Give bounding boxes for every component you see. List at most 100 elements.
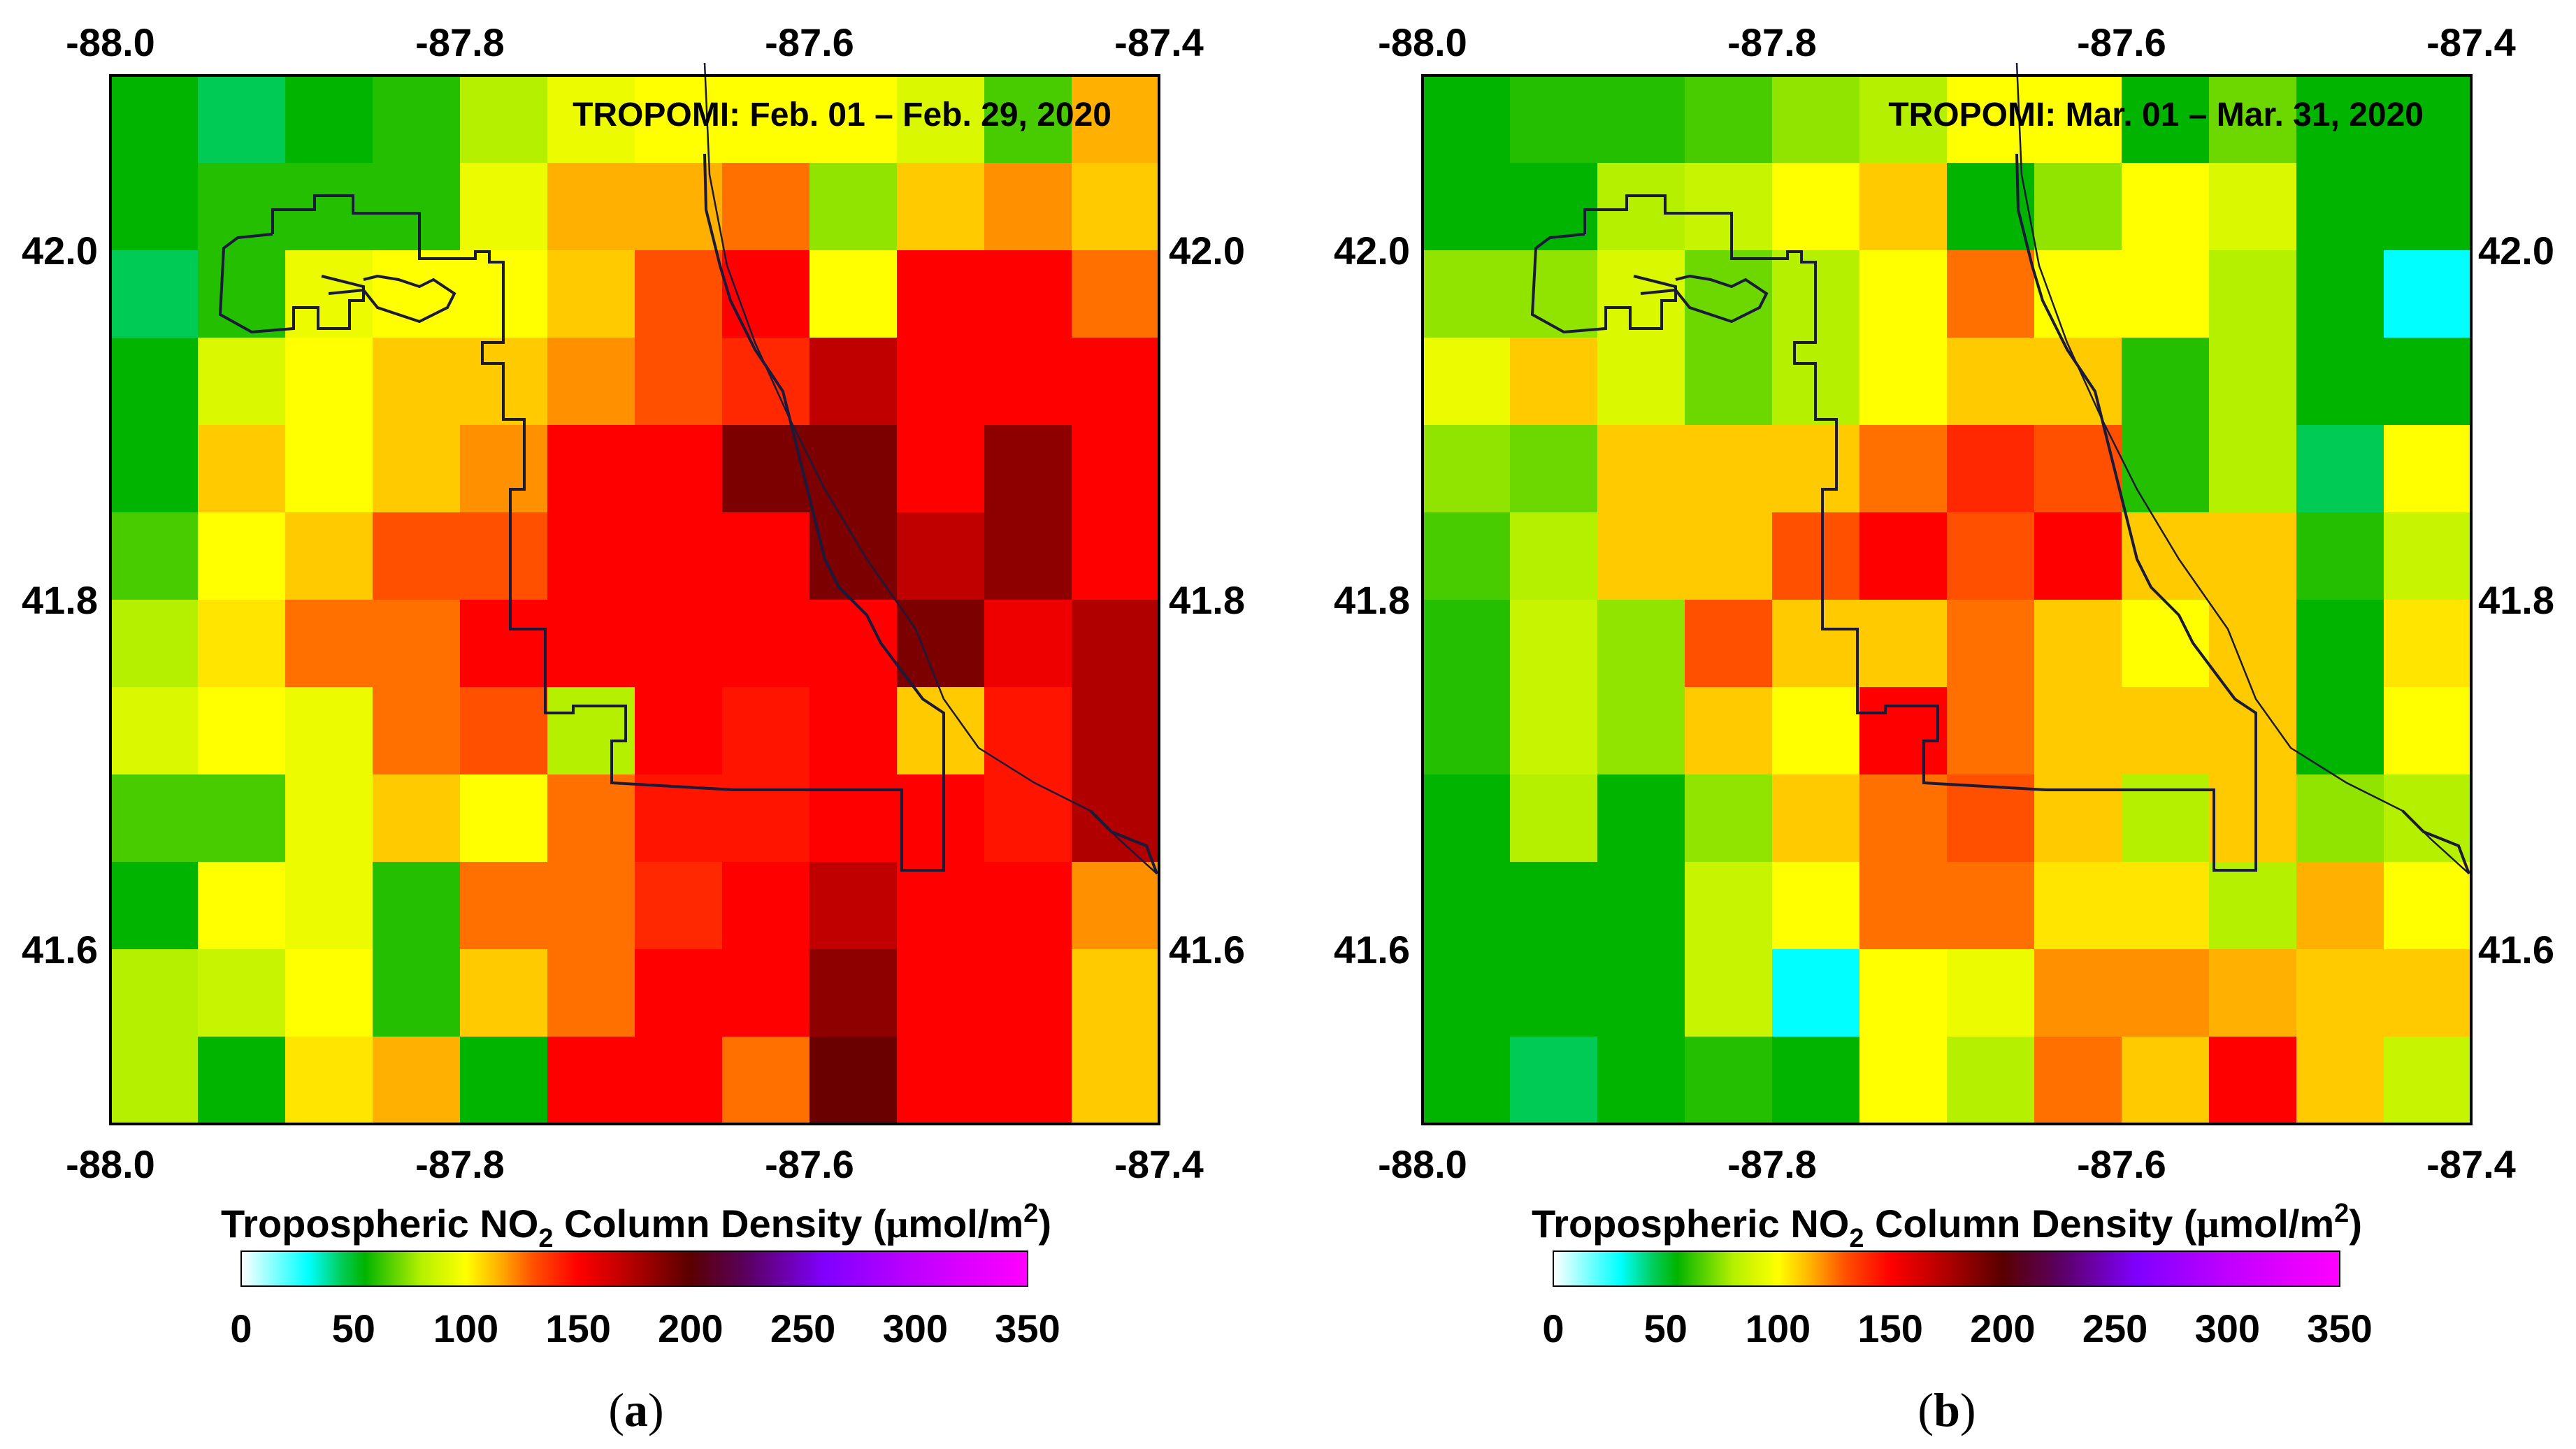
heatmap-cell-b-r9-c8 [2122,862,2210,950]
heatmap-cell-a-r7-c2 [285,687,373,775]
heatmap-cell-a-r9-c10 [984,862,1072,950]
heatmap-cell-a-r6-c9 [897,600,985,688]
heatmap-cell-a-r1-c7 [722,163,810,251]
y-tick-right-a-2: 41.6 [1169,928,1245,972]
heatmap-cell-b-r8-c3 [1685,774,1773,863]
heatmap-cell-a-r1-c2 [285,163,373,251]
heatmap-cell-a-r9-c2 [285,862,373,950]
heatmap-cell-b-r10-c5 [1859,949,1948,1037]
heatmap-cell-b-r3-c0 [1423,338,1511,426]
colorbar-title-b: Tropospheric NO2 Column Density (μmol/m2… [1532,1199,2362,1253]
heatmap-cell-a-r1-c3 [373,163,461,251]
heatmap-cell-b-r8-c5 [1859,774,1948,863]
heatmap-cell-a-r10-c2 [285,949,373,1037]
heatmap-cell-b-r5-c1 [1510,512,1598,600]
heatmap-cell-b-r10-c11 [2384,949,2472,1037]
heatmap-cell-b-r11-c10 [2296,1037,2384,1125]
heatmap-cell-a-r4-c2 [285,425,373,513]
panel-letter-b: b [1934,1383,1960,1436]
heatmap-cell-a-r11-c9 [897,1037,985,1125]
heatmap-cell-a-r4-c8 [810,425,898,513]
heatmap-cell-a-r7-c1 [198,687,286,775]
heatmap-cell-a-r7-c9 [897,687,985,775]
heatmap-cell-a-r8-c3 [373,774,461,863]
heatmap-cell-b-r0-c3 [1685,75,1773,164]
heatmap-cell-b-r5-c11 [2384,512,2472,600]
x-tick-bottom-a-2: -87.6 [765,1142,854,1186]
heatmap-cell-b-r10-c1 [1510,949,1598,1037]
heatmap-cell-b-r3-c10 [2296,338,2384,426]
heatmap-cell-a-r8-c0 [110,774,199,863]
x-tick-top-a-2: -87.6 [765,20,854,64]
x-tick-top-b-2: -87.6 [2077,20,2166,64]
colorbar-tick-b-7: 350 [2307,1306,2372,1350]
heatmap-cell-a-r2-c9 [897,250,985,338]
heatmap-cell-a-r8-c7 [722,774,810,863]
heatmap-cell-b-r3-c8 [2122,338,2210,426]
heatmap-cell-b-r8-c2 [1597,774,1685,863]
heatmap-cell-a-r11-c11 [1072,1037,1160,1125]
x-tick-bottom-b-3: -87.4 [2426,1142,2516,1186]
heatmap-cell-a-r7-c4 [460,687,548,775]
heatmap-cell-a-r0-c10 [984,75,1072,164]
cb-title-a-close: ) [1038,1202,1051,1246]
heatmap-cell-b-r0-c10 [2296,75,2384,164]
heatmap-cell-b-r5-c9 [2209,512,2297,600]
heatmap-cell-b-r4-c0 [1423,425,1511,513]
heatmap-cell-a-r10-c9 [897,949,985,1037]
city-boundary-a [218,62,1158,874]
x-tick-top-b-0: -88.0 [1378,20,1467,64]
heatmap-cell-b-r7-c0 [1423,687,1511,775]
heatmap-cell-b-r6-c7 [2034,600,2122,688]
heatmap-cell-b-r4-c3 [1685,425,1773,513]
cb-title-a-unit: mol/m [908,1202,1023,1246]
heatmap-cell-b-r9-c3 [1685,862,1773,950]
heatmap-cell-b-r2-c8 [2122,250,2210,338]
boundary-ohare-a [328,274,456,324]
heatmap-cell-a-r6-c8 [810,600,898,688]
heatmap-cell-a-r8-c5 [547,774,635,863]
panel-label-b: (b) [1917,1383,1976,1436]
heatmap-cell-a-r6-c10 [984,600,1072,688]
heatmap-cell-b-r3-c6 [1947,338,2035,426]
heatmap-cell-b-r8-c4 [1772,774,1860,863]
heatmap-cell-a-r0-c3 [373,75,461,164]
heatmap-cell-b-r1-c0 [1423,163,1511,251]
heatmap-cell-a-r2-c10 [984,250,1072,338]
heatmap-cell-a-r7-c7 [722,687,810,775]
heatmap-cell-b-r1-c9 [2209,163,2297,251]
panel-label-a: (a) [608,1383,663,1436]
cb-title-a-prefix: Tropospheric NO [221,1202,538,1246]
heatmap-cell-b-r3-c11 [2384,338,2472,426]
heatmap-cell-b-r4-c5 [1859,425,1948,513]
heatmap-cell-b-r6-c11 [2384,600,2472,688]
colorbar-tick-b-4: 200 [1970,1306,2035,1350]
heatmap-cell-b-r5-c3 [1685,512,1773,600]
colorbar-tick-a-2: 100 [433,1306,498,1350]
heatmap-cell-a-r6-c4 [460,600,548,688]
heatmap-cell-b-r6-c10 [2296,600,2384,688]
heatmap-cell-a-r9-c9 [897,862,985,950]
heatmap-cell-b-r5-c4 [1772,512,1860,600]
x-ticks-bottom-a: -88.0 -87.8 -87.6 -87.4 [66,1142,1204,1186]
heatmap-cell-b-r0-c11 [2384,75,2472,164]
map-frame-b [1421,74,2473,1125]
heatmap-cell-b-r4-c7 [2034,425,2122,513]
x-tick-bottom-a-3: -87.4 [1114,1142,1204,1186]
heatmap-cell-a-r5-c5 [547,512,635,600]
heatmap-cell-b-r4-c1 [1510,425,1598,513]
heatmap-cell-b-r2-c1 [1510,250,1598,338]
panel-b: TROPOMI: Mar. 01 – Mar. 31, 2020 -88.0 -… [1334,20,2554,1436]
heatmap-cell-b-r4-c9 [2209,425,2297,513]
heatmap-cell-b-r7-c11 [2384,687,2472,775]
heatmap-cell-a-r10-c10 [984,949,1072,1037]
heatmap-cell-a-r3-c2 [285,338,373,426]
heatmap-cell-a-r5-c7 [722,512,810,600]
heatmap-cell-a-r2-c5 [547,250,635,338]
heatmap-cell-b-r3-c5 [1859,338,1948,426]
cb-title-b-close: ) [2349,1202,2362,1246]
heatmap-cell-a-r1-c4 [460,163,548,251]
city-boundary-b [1530,62,2470,874]
heatmap-cell-a-r10-c4 [460,949,548,1037]
